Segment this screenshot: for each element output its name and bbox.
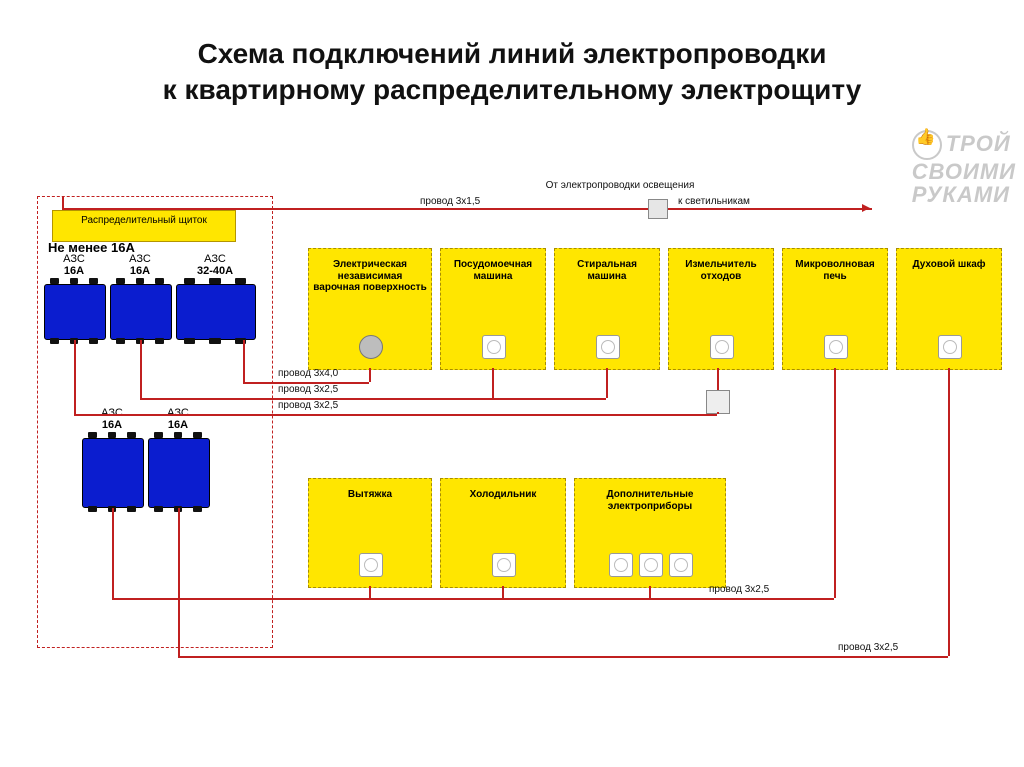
lighting-dest-label: к светильникам <box>678 196 750 207</box>
breaker-b4: АЗС16А <box>82 436 142 508</box>
appliance-dish: Посудомоечная машина <box>440 248 546 370</box>
diagram-canvas: Схема подключений линий электропроводки к… <box>0 0 1024 767</box>
title-line-2: к квартирному распределительному электро… <box>0 74 1024 106</box>
wire-label-oven: провод 3х2,5 <box>838 642 898 653</box>
appliance-grind: Измельчитель отходов <box>668 248 774 370</box>
breaker-b3: АЗС32-40А <box>176 282 254 340</box>
appliance-micro: Микроволновая печь <box>782 248 888 370</box>
lighting-box <box>648 199 668 219</box>
appliance-oven: Духовой шкаф <box>896 248 1002 370</box>
wire-label-hob: провод 3х4,0 <box>278 368 338 379</box>
wire-label-lighting: провод 3х1,5 <box>420 196 480 207</box>
breaker-b5: АЗС16А <box>148 436 208 508</box>
wire-label-grind: провод 3х2,5 <box>278 400 338 411</box>
watermark: ТРОЙСВОИМИРУКАМИ <box>912 130 1016 206</box>
title-line-1: Схема подключений линий электропроводки <box>0 38 1024 70</box>
appliance-extra: Дополнительные электроприборы <box>574 478 726 588</box>
breaker-b1: АЗС16А <box>44 282 104 340</box>
wire-label-bottom-row: провод 3х2,5 <box>709 584 769 595</box>
panel-label: Распределительный щиток <box>52 210 236 242</box>
appliance-wash: Стиральная машина <box>554 248 660 370</box>
junction-box <box>706 390 730 414</box>
wire-label-dish-wash: провод 3х2,5 <box>278 384 338 395</box>
lighting-source-label: От электропроводки освещения <box>530 180 710 191</box>
appliance-hood: Вытяжка <box>308 478 432 588</box>
appliance-fridge: Холодильник <box>440 478 566 588</box>
min-rating-text: Не менее 16А <box>48 240 135 255</box>
breaker-b2: АЗС16А <box>110 282 170 340</box>
appliance-hob: Электрическая независимая варочная повер… <box>308 248 432 370</box>
